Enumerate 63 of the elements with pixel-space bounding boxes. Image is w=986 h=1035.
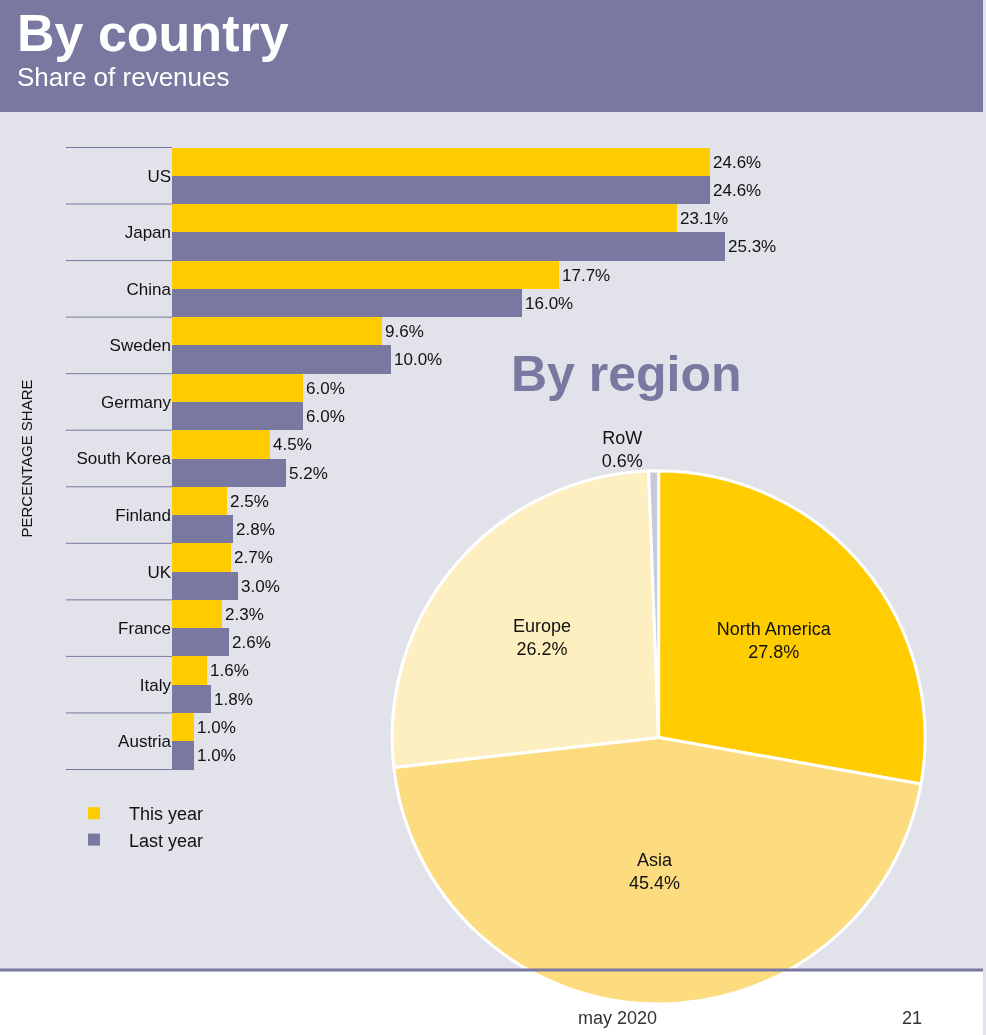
data-label: 1.0% [197, 746, 236, 765]
y-tick-label: US [147, 166, 172, 186]
data-label: 1.6% [210, 661, 249, 680]
data-label: 2.7% [234, 548, 273, 567]
y-tick-label: Austria [118, 732, 172, 752]
data-label: 1.0% [197, 717, 236, 737]
data-label: 27.8% [748, 642, 800, 663]
slice-label: RoW [602, 427, 643, 448]
data-label: 4.5% [273, 435, 312, 454]
bar [172, 515, 234, 543]
y-tick-label: Italy [139, 675, 172, 695]
data-label: 2.3% [225, 604, 264, 624]
y-tick-label: South Korea [76, 449, 172, 469]
y-tick-label: UK [147, 562, 172, 582]
y-tick-label: Finland [115, 506, 172, 525]
data-label: 2.5% [230, 491, 269, 511]
y-tick-label: Germany [101, 392, 172, 412]
y-tick-label: Japan [124, 223, 172, 243]
data-label: 3.0% [241, 576, 280, 596]
bar [172, 317, 383, 345]
data-label: 0.6% [601, 450, 643, 471]
y-tick-label: Sweden [109, 336, 172, 356]
bar [172, 402, 304, 430]
data-label: 6.0% [306, 378, 345, 398]
data-label: 24.6% [713, 180, 762, 200]
chart-title: By country [17, 4, 289, 62]
data-label: 23.1% [680, 208, 729, 228]
data-label: 45.4% [628, 873, 680, 894]
slice-label: North America [716, 618, 832, 639]
chart-subtitle: Share of revenues [17, 62, 230, 92]
data-label: 6.0% [306, 406, 345, 426]
data-label: 16.0% [525, 293, 574, 313]
bar [172, 713, 195, 741]
text: may 2020 [578, 1008, 658, 1028]
data-label: 1.8% [214, 689, 253, 709]
data-label: 10.0% [394, 350, 443, 369]
bar [172, 628, 230, 656]
legend-label: Last year [128, 830, 204, 851]
data-label: 2.8% [236, 519, 275, 539]
y-axis-title: PERCENTAGE SHARE [17, 379, 35, 538]
chart-title: By region [511, 346, 742, 402]
bar [172, 204, 678, 232]
data-label: 17.7% [562, 265, 611, 285]
data-label: 9.6% [385, 321, 424, 341]
slice-label: Asia [636, 849, 673, 870]
data-label: 2.6% [232, 632, 271, 652]
text: 21 [902, 1008, 923, 1028]
legend-label: This year [128, 804, 204, 825]
data-label: 26.2% [516, 638, 568, 659]
bar [172, 430, 271, 459]
bar [172, 261, 560, 289]
y-tick-label: France [118, 619, 172, 639]
slice-label: Europe [512, 615, 572, 636]
data-label: 24.6% [713, 152, 762, 172]
data-label: 25.3% [728, 237, 777, 256]
bar [172, 487, 228, 515]
data-label: 5.2% [289, 463, 328, 483]
y-tick-label: China [126, 279, 172, 299]
bar [172, 543, 232, 572]
bar [172, 600, 223, 628]
bar [172, 374, 304, 402]
bar [172, 656, 208, 685]
bar [172, 148, 711, 176]
